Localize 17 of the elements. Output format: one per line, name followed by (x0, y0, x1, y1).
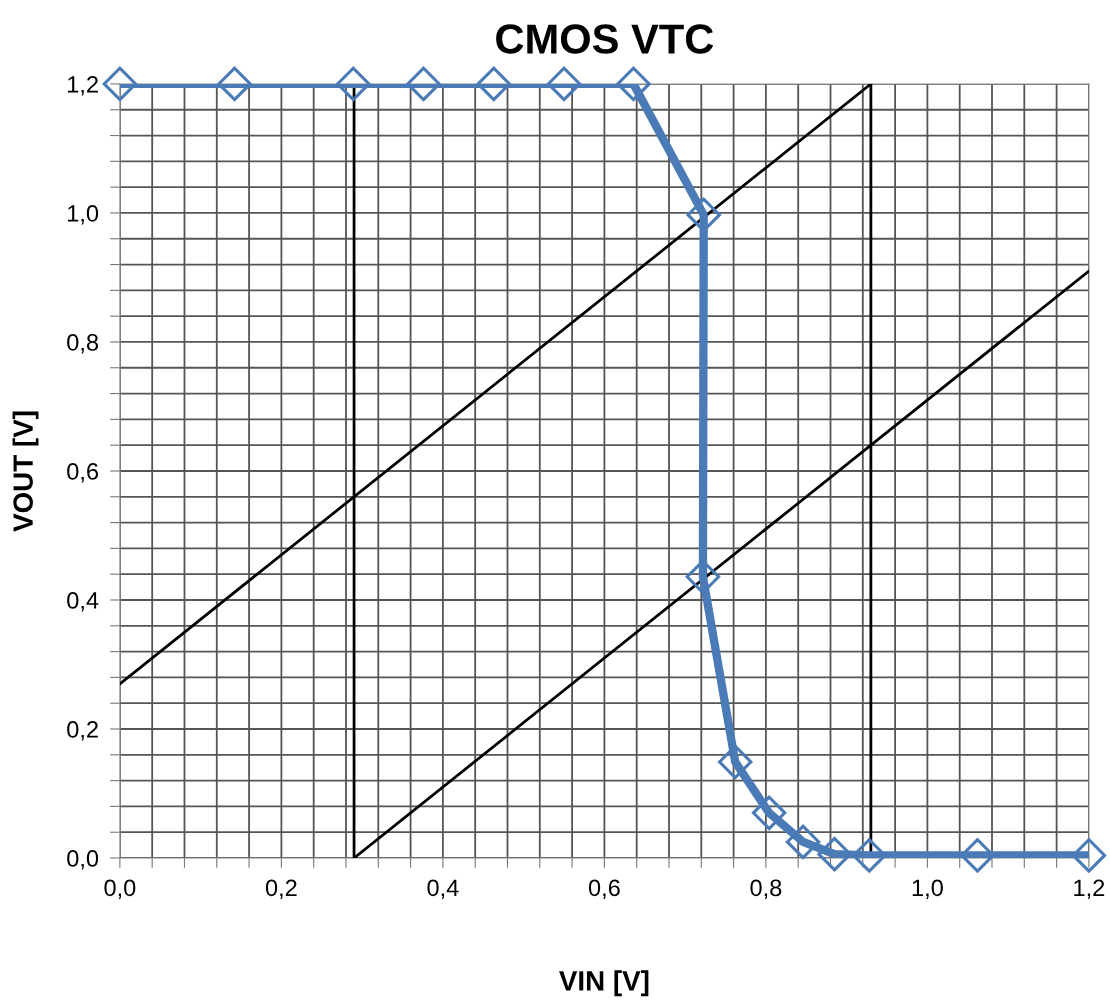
x-tick-label: 0,4 (427, 879, 459, 899)
x-tick-label: 1,0 (912, 879, 943, 899)
y-tick-label: 0,0 (67, 850, 99, 870)
y-tick-label: 1,2 (68, 76, 98, 96)
x-tick-label: 0,8 (750, 879, 782, 899)
y-tick-label: 0,2 (67, 721, 98, 741)
x-axis-title: VIN [V] (559, 970, 649, 997)
x-tick-label: 1,2 (1074, 879, 1105, 899)
x-tick-label: 0,6 (588, 879, 620, 899)
x-tick-label: 0,0 (104, 879, 136, 899)
y-tick-label: 0,8 (67, 334, 99, 354)
y-tick-label: 0,4 (67, 592, 99, 612)
y-tick-label: 1,0 (68, 205, 99, 225)
x-tick-label: 0,2 (265, 879, 297, 899)
y-axis-title: VOUT [V] (12, 411, 39, 532)
chart-title: CMOS VTC (496, 24, 714, 54)
y-tick-label: 0,6 (67, 463, 99, 483)
